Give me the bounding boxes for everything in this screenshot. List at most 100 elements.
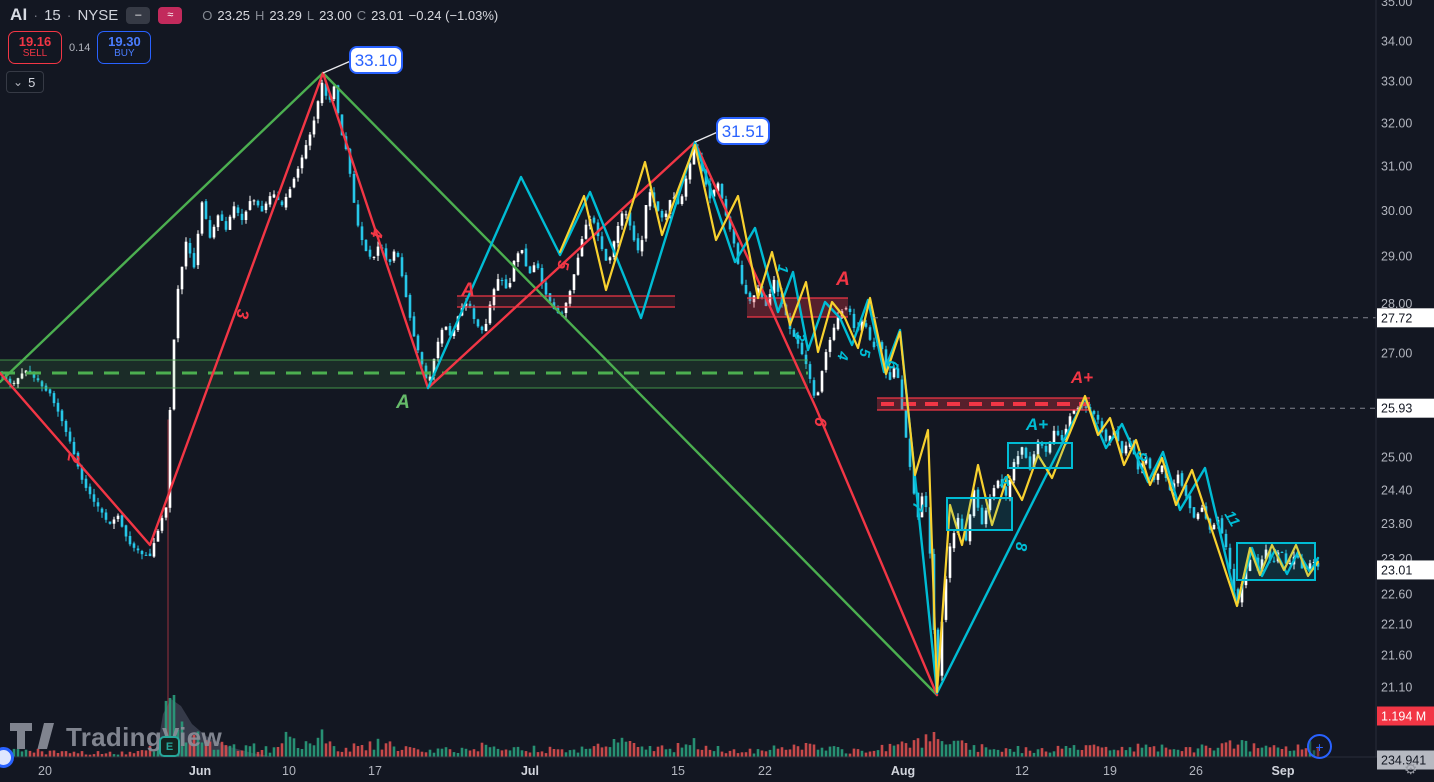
price-tick: 21.60: [1381, 649, 1412, 663]
wave-label-A[interactable]: A: [999, 473, 1011, 490]
wave-label-8[interactable]: 8: [1012, 541, 1030, 551]
wave-label-4[interactable]: 4: [366, 226, 387, 240]
wave-label-3[interactable]: 3: [232, 308, 252, 321]
buy-label: BUY: [114, 48, 135, 60]
high-label: H: [254, 7, 265, 23]
drawing-count: 5: [28, 74, 36, 90]
price-callout-value: 31.51: [722, 122, 765, 141]
wave-label-3[interactable]: 3: [790, 331, 808, 343]
price-tick: 30.00: [1381, 204, 1412, 218]
sell-price: 19.16: [18, 34, 52, 50]
price-level-label: 23.01: [1381, 563, 1412, 577]
trade-panel: 19.16 SELL 0.14 19.30 BUY: [8, 31, 152, 64]
time-tick-Aug: Aug: [891, 764, 915, 778]
consolidation-box-fill-3: [1237, 543, 1315, 580]
time-tick-15: 15: [671, 764, 685, 778]
consolidation-box-1[interactable]: [946, 497, 1013, 531]
wave-label-4[interactable]: 4: [833, 349, 851, 362]
open-value: 23.25: [217, 7, 250, 23]
callout-connector: [322, 59, 354, 74]
time-tick-19: 19: [1103, 764, 1117, 778]
time-tick-10: 10: [282, 764, 296, 778]
wave-label-A[interactable]: A: [835, 269, 850, 290]
price-callout-box[interactable]: [349, 46, 403, 74]
volume-value-label: 1.194 M: [1381, 710, 1426, 724]
price-tick: 27.00: [1381, 346, 1412, 360]
consolidation-box-2[interactable]: [1007, 442, 1073, 469]
separator: ·: [66, 7, 72, 23]
consolidation-box-3[interactable]: [1236, 542, 1316, 581]
wave-label-A[interactable]: A: [395, 392, 410, 413]
close-label: C: [356, 7, 367, 23]
price-tick: 25.00: [1381, 451, 1412, 465]
price-level-label: 25.93: [1381, 402, 1412, 416]
high-value: 23.29: [269, 7, 302, 23]
time-axis-settings-gear-icon[interactable]: ⚙: [1404, 761, 1418, 778]
price-tick: 22.60: [1381, 587, 1412, 601]
interval-label[interactable]: 15: [44, 6, 61, 24]
close-value: 23.01: [371, 7, 404, 23]
price-level-label-bg: [1377, 308, 1434, 328]
price-tick: 29.00: [1381, 250, 1412, 264]
wave-label-5[interactable]: 5: [855, 347, 873, 359]
spread-value: 0.14: [69, 41, 91, 54]
resistance-zone-1[interactable]: [457, 296, 675, 307]
price-level-label: 27.72: [1381, 311, 1412, 325]
time-tick-20: 20: [38, 764, 52, 778]
ohlc-readout: O 23.25 H 23.29 L 23.00 C 23.01 −0.24 (−…: [202, 8, 498, 23]
separator: ·: [33, 7, 39, 23]
yellow-wave-line[interactable]: [558, 143, 1320, 694]
green-falling-line[interactable]: [321, 71, 939, 697]
minimize-icon[interactable]: –: [126, 6, 151, 24]
time-tick-Jul: Jul: [521, 764, 539, 778]
earnings-marker-icon[interactable]: E: [159, 736, 180, 757]
tradingview-watermark: TradingView: [10, 722, 222, 753]
wave-label-2[interactable]: 2: [63, 451, 84, 465]
symbol-name[interactable]: AI: [10, 5, 28, 24]
wave-label-11[interactable]: 11: [1221, 508, 1244, 530]
wave-label-6[interactable]: 6: [883, 359, 901, 371]
volume-value-label: 234.941: [1381, 754, 1426, 768]
price-tick: 22.10: [1381, 618, 1412, 632]
wave-label-A[interactable]: A: [460, 280, 475, 301]
object-tree-chip[interactable]: ⌄ 5: [6, 71, 45, 93]
time-tick-Jun: Jun: [189, 764, 211, 778]
wave-label-A+[interactable]: A+: [1070, 368, 1093, 387]
wave-label-9[interactable]: 9: [1132, 448, 1151, 462]
cyan-wave-line[interactable]: [426, 140, 1320, 695]
price-axis[interactable]: 35.00 34.00 33.00 32.00 31.00 30.00 29.00 28.00…: [1377, 0, 1434, 770]
sell-button[interactable]: 19.16 SELL: [8, 31, 62, 64]
wave-label-6[interactable]: 6: [810, 416, 830, 429]
buy-price: 19.30: [108, 34, 141, 50]
price-tick: 35.00: [1381, 0, 1412, 9]
go-to-realtime-button[interactable]: +: [1307, 734, 1332, 759]
wave-label-7[interactable]: 7: [908, 501, 926, 513]
consolidation-box-fill-1: [947, 498, 1012, 530]
event-marker-icon[interactable]: [0, 747, 14, 768]
low-value: 23.00: [319, 7, 352, 23]
price-tick: 31.00: [1381, 159, 1412, 173]
resistance-zone-3[interactable]: [877, 398, 1090, 410]
sell-label: SELL: [22, 48, 48, 60]
price-callout-box[interactable]: [716, 117, 770, 145]
time-tick-12: 12: [1015, 764, 1029, 778]
low-label: L: [306, 7, 315, 23]
time-tick-22: 22: [758, 764, 772, 778]
price-tick: 32.00: [1381, 116, 1412, 130]
plus-icon: +: [1315, 738, 1324, 755]
price-tick: 34.00: [1381, 34, 1412, 48]
tradingview-logo-icon: [10, 722, 54, 749]
green-rising-line[interactable]: [0, 71, 325, 384]
tradingview-logo-text: TradingView: [66, 722, 222, 752]
wave-indicator-icon[interactable]: ≈: [158, 6, 183, 24]
buy-button[interactable]: 19.30 BUY: [97, 31, 152, 64]
price-tick: 28.00: [1381, 297, 1412, 311]
time-tick-26: 26: [1189, 764, 1203, 778]
price-level-label-bg: [1377, 398, 1434, 418]
wave-label-1[interactable]: 1: [773, 263, 791, 274]
time-tick-Sep: Sep: [1272, 764, 1295, 778]
wave-label-A+[interactable]: A+: [1025, 415, 1048, 434]
exchange-label: NYSE: [77, 6, 119, 24]
